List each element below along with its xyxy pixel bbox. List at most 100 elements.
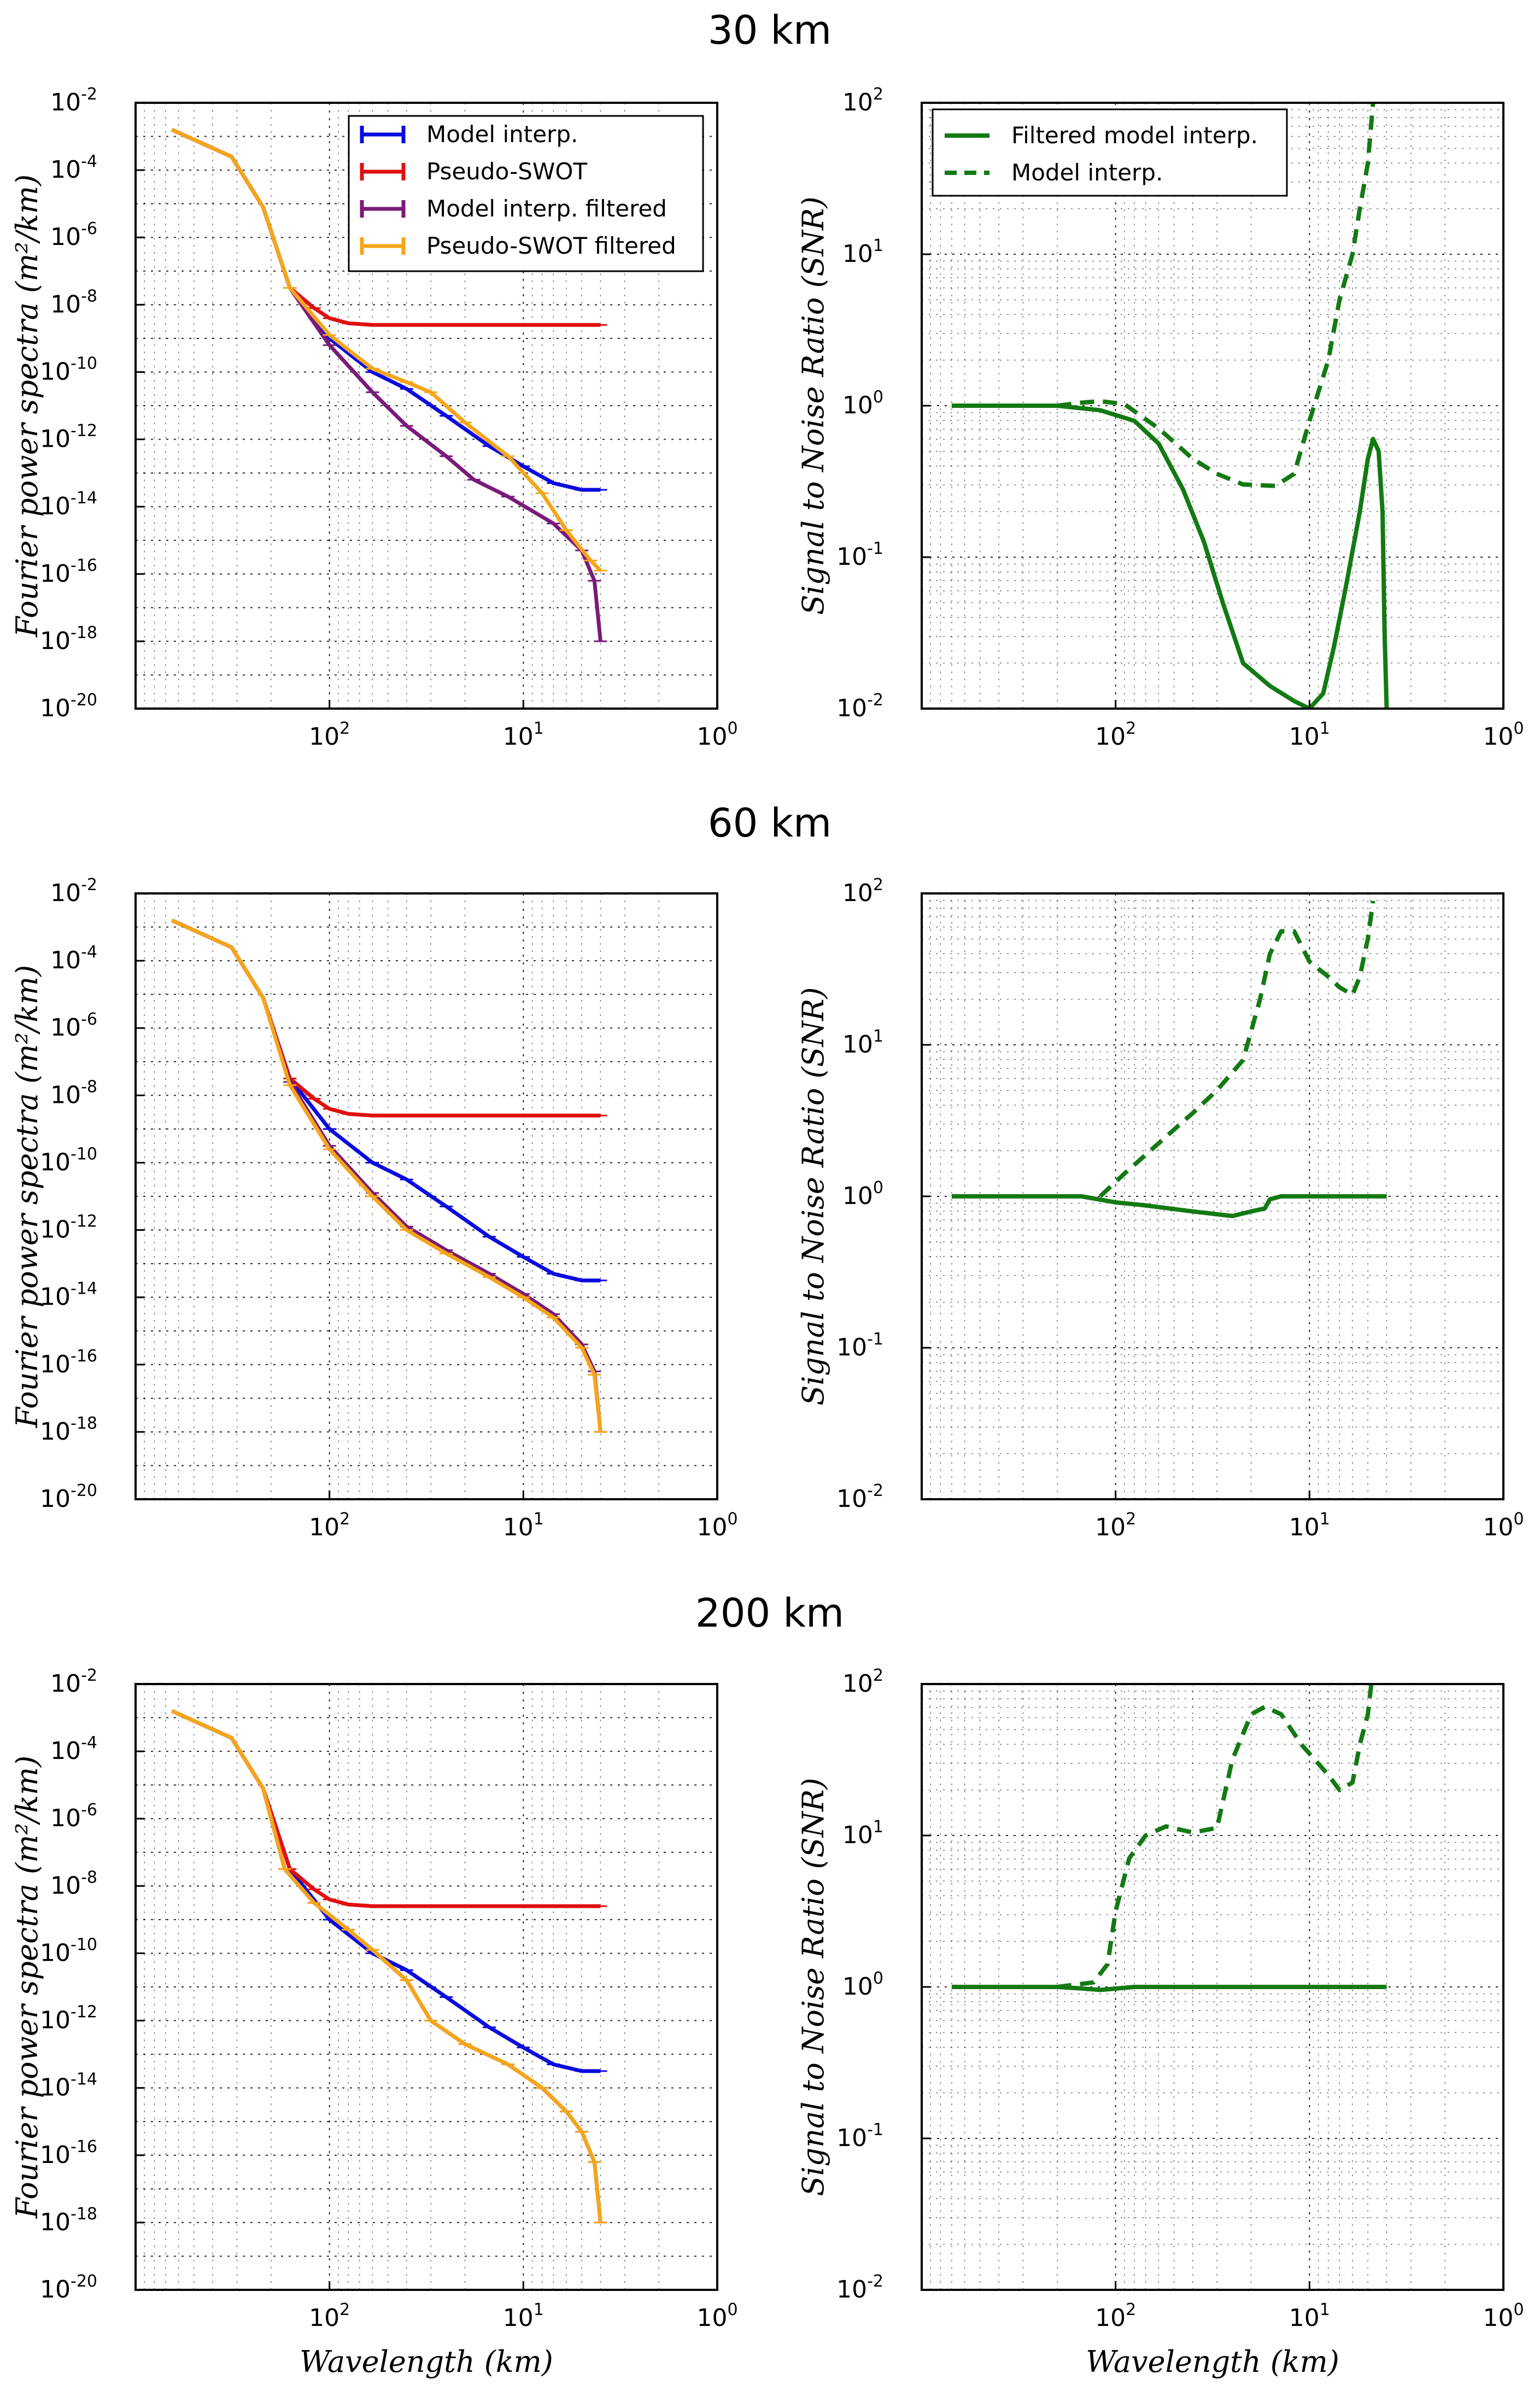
legend-swatch-pseudo-swot-filtered — [360, 237, 406, 255]
series-group-spectra-200km — [171, 1709, 607, 2224]
x-tick-label: 101 — [1289, 1510, 1330, 1541]
snr-panel-60km: 102 101 100 102 101 100 10-1 10-2 Signal to Nois… — [796, 875, 1524, 1541]
y-tick-label: 10-20 — [40, 1481, 97, 1513]
y-tick-label: 10-10 — [40, 1144, 97, 1176]
y-tick-label: 100 — [842, 1969, 883, 2001]
y-tick-label: 10-1 — [836, 2120, 883, 2152]
spectra-legend: Model interp. Pseudo-SWOT Model interp. … — [348, 115, 704, 272]
spectra-panel-200km: 102 101 100 10-2 10-4 10-6 10-8 10-10 10-12 10-14… — [10, 1666, 738, 2379]
legend-item-model-interp-snr: Model interp. — [945, 159, 1163, 186]
y-tick-label: 10-14 — [40, 489, 97, 521]
y-tick-label: 102 — [842, 85, 883, 116]
y-tick-label: 101 — [842, 236, 883, 268]
y-tick-label: 10-16 — [40, 556, 97, 588]
snr-panel-30km: 102 101 100 102 101 100 10-1 10-2 Signal to Nois… — [796, 85, 1524, 751]
legend-item-pseudo-swot: Pseudo-SWOT — [360, 158, 587, 185]
x-tick-label: 100 — [696, 1510, 737, 1541]
series-model-interp-dashed — [1057, 103, 1375, 488]
legend-label-model-interp: Model interp. — [426, 121, 578, 148]
x-tick-label: 101 — [503, 2300, 544, 2332]
x-tick-label: 100 — [1483, 719, 1524, 751]
x-tick-label: 102 — [309, 719, 350, 751]
axes-frame — [134, 1683, 718, 2291]
y-tick-label: 10-10 — [40, 354, 97, 385]
y-tick-label: 10-2 — [836, 2272, 883, 2304]
legend-label-model-interp-snr: Model interp. — [1011, 159, 1163, 186]
x-tick-label: 101 — [503, 719, 544, 751]
x-tick-label: 101 — [503, 1510, 544, 1541]
x-tick-label: 102 — [1095, 719, 1136, 751]
legend-swatch-model-interp — [360, 126, 406, 143]
y-tick-label: 10-1 — [836, 539, 883, 571]
series-pseudo-swot-filtered — [171, 128, 602, 572]
y-tick-label: 10-18 — [40, 2205, 97, 2236]
y-tick-label: 10-2 — [50, 85, 97, 116]
legend-label-filtered-model-interp: Filtered model interp. — [1011, 122, 1258, 149]
y-axis-label: Signal to Noise Ratio (SNR) — [796, 1778, 830, 2196]
grid-snr-60km — [922, 893, 1503, 1499]
y-tick-label: 10-14 — [40, 2070, 97, 2102]
y-tick-label: 10-2 — [50, 875, 97, 907]
y-tick-label: 10-2 — [836, 691, 883, 722]
y-tick-label: 10-4 — [50, 1733, 97, 1765]
x-tick-label: 102 — [309, 2300, 350, 2332]
y-tick-label: 10-14 — [40, 1279, 97, 1311]
y-tick-label: 10-12 — [40, 422, 97, 453]
y-tick-label: 10-2 — [836, 1481, 883, 1513]
legend-label-model-interp-filtered: Model interp. filtered — [426, 195, 667, 222]
y-tick-label: 100 — [842, 1178, 883, 1210]
y-tick-label: 10-6 — [50, 1010, 97, 1042]
row-title-200km: 200 km — [695, 1590, 844, 1636]
series-group-snr-200km — [951, 1684, 1387, 1992]
series-filtered-model-interp-solid — [951, 1194, 1387, 1218]
y-tick-label: 10-20 — [40, 2272, 97, 2304]
x-tick-label: 100 — [696, 719, 737, 751]
series-group-snr-60km — [951, 901, 1387, 1218]
y-tick-label: 102 — [842, 875, 883, 907]
y-tick-label: 10-18 — [40, 1414, 97, 1446]
axes-frame — [134, 102, 718, 710]
legend-item-model-interp-filtered: Model interp. filtered — [360, 195, 667, 222]
legend-swatch-pseudo-swot — [360, 163, 406, 180]
x-tick-label: 102 — [309, 1510, 350, 1541]
legend-swatch-model-interp-filtered — [360, 200, 406, 218]
y-tick-label: 10-16 — [40, 1347, 97, 1378]
series-group-spectra-60km — [171, 919, 607, 1433]
y-tick-label: 10-18 — [40, 623, 97, 655]
y-axis-label: Fourier power spectra (m²/km) — [10, 174, 44, 638]
y-tick-label: 10-4 — [50, 943, 97, 974]
legend-item-pseudo-swot-filtered: Pseudo-SWOT filtered — [360, 232, 676, 259]
y-tick-label: 10-4 — [50, 152, 97, 184]
spectra-panel-60km: 102 101 100 10-2 10-4 10-6 10-8 10-10 10-12 10-14… — [10, 875, 738, 1541]
x-tick-label: 101 — [1289, 2300, 1330, 2332]
series-pseudo-swot-filtered — [171, 919, 602, 1433]
series-group-spectra-30km — [171, 128, 607, 642]
x-axis-label: Wavelength (km) — [1086, 2345, 1339, 2379]
y-tick-label: 10-8 — [50, 1868, 97, 1899]
y-tick-label: 100 — [842, 388, 883, 419]
y-axis-label: Fourier power spectra (m²/km) — [10, 965, 44, 1429]
row-title-30km: 30 km — [708, 7, 832, 53]
legend-item-model-interp: Model interp. — [360, 121, 578, 148]
legend-item-filtered-model-interp: Filtered model interp. — [945, 122, 1258, 149]
legend-label-pseudo-swot: Pseudo-SWOT — [426, 158, 587, 185]
y-tick-label: 10-12 — [40, 1212, 97, 1244]
y-axis-label: Signal to Noise Ratio (SNR) — [796, 196, 830, 615]
series-group-snr-30km — [951, 103, 1389, 709]
x-tick-label: 100 — [1483, 2300, 1524, 2332]
snr-panel-200km: 102 101 100 102 101 100 10-1 10-2 Signal to Nois… — [796, 1666, 1524, 2379]
x-tick-label: 102 — [1095, 1510, 1136, 1541]
y-tick-label: 10-16 — [40, 2137, 97, 2169]
row-title-60km: 60 km — [708, 800, 832, 846]
x-axis-label: Wavelength (km) — [300, 2345, 553, 2379]
series-model-interp-dashed — [1098, 901, 1375, 1198]
series-filtered-model-interp-solid — [951, 1985, 1387, 1992]
x-tick-label: 102 — [1095, 2300, 1136, 2332]
x-tick-label: 100 — [696, 2300, 737, 2332]
grid-spectra-60km — [136, 893, 717, 1499]
y-tick-label: 10-6 — [50, 219, 97, 251]
y-tick-label: 10-10 — [40, 1935, 97, 1967]
series-model-interp-dashed — [1057, 1684, 1374, 1989]
y-tick-label: 101 — [842, 1027, 883, 1059]
